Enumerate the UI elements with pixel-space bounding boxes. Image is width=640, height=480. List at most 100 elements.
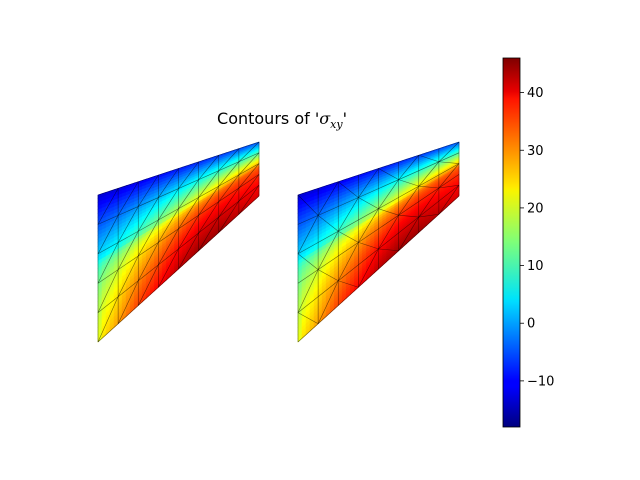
mesh-edge [297, 312, 319, 325]
mesh-edge [158, 208, 179, 243]
mesh-edge [137, 197, 159, 232]
mesh-edge [378, 208, 399, 216]
colorbar-tick-label: 30 [527, 144, 544, 159]
mesh-edge [238, 152, 260, 176]
colorbar-tick-label: 0 [527, 317, 535, 332]
colorbar-ticks: −10 0 10 20 30 40 [520, 86, 554, 389]
mesh-edge [418, 161, 440, 187]
mesh-edge [117, 231, 139, 270]
mesh-edge [438, 185, 460, 215]
mesh-edge [297, 253, 319, 270]
mesh-edge [137, 219, 159, 257]
colorbar-tick-label: −10 [527, 374, 554, 389]
mesh-edge [97, 269, 119, 313]
mesh-edge [398, 179, 419, 187]
colorbar-gradient [502, 57, 521, 428]
mesh-edge [297, 215, 319, 254]
colorbar-tick-label: 40 [527, 86, 544, 101]
title-symbol: σ [319, 109, 331, 128]
mesh-edge [418, 154, 439, 163]
mesh-edge [438, 161, 460, 164]
contour-panel-left [97, 141, 260, 343]
mesh-edge [438, 163, 460, 189]
mesh-edge [117, 206, 139, 243]
mesh-edge [358, 248, 379, 288]
mesh-edge [418, 187, 440, 218]
mesh-edge [97, 296, 119, 343]
mesh-edge [178, 161, 199, 189]
mesh-edge [378, 248, 399, 252]
mesh-edge [218, 200, 240, 233]
chart-title: Contours of 'σxy' [217, 109, 347, 131]
mesh-edge [117, 280, 139, 324]
mesh-edge [398, 214, 419, 218]
mesh-edge [198, 170, 219, 198]
mesh-edge [137, 174, 159, 207]
mesh-edge [338, 181, 359, 198]
mesh-edge [358, 168, 379, 198]
mesh-edge [238, 141, 260, 162]
mesh-edge [117, 181, 139, 216]
mesh-edge [398, 155, 419, 180]
mesh-edge [317, 231, 339, 270]
mesh-edge [178, 215, 199, 250]
colorbar: −10 0 10 20 30 40 [502, 57, 554, 428]
mesh-edge [337, 242, 359, 281]
mesh-edge [297, 195, 460, 343]
mesh-edge [317, 280, 339, 324]
mesh-edge [378, 179, 399, 209]
mesh-edge [238, 163, 260, 189]
mesh-edge [97, 242, 119, 284]
mesh-edge [198, 201, 220, 234]
mesh-edge [317, 181, 339, 216]
colorbar-tick-label: 10 [527, 259, 544, 274]
mesh-edge [117, 255, 139, 297]
mesh-edge [198, 216, 220, 251]
mesh-edge [297, 194, 319, 216]
mesh-edge [137, 242, 159, 281]
mesh-edge [358, 197, 379, 209]
title-prefix: Contours of ' [217, 109, 319, 128]
mesh-edge [198, 155, 219, 180]
mesh-edge [198, 185, 219, 216]
mesh-edge [338, 230, 359, 243]
mesh-edge [337, 197, 359, 232]
mesh-edge [438, 184, 460, 189]
title-suffix: ' [343, 109, 347, 128]
title-subscript: xy [330, 118, 343, 131]
mesh-edge [317, 215, 339, 232]
mesh-edge [218, 187, 240, 218]
mesh-edge [178, 179, 199, 209]
mesh-edge [297, 152, 460, 225]
mesh-edge [158, 188, 179, 221]
mesh-edge [97, 215, 119, 254]
mesh-edge [358, 208, 379, 243]
mesh-edge [398, 216, 420, 251]
mesh-edge [238, 185, 260, 215]
mesh-edge [317, 269, 339, 282]
mesh-edge [137, 264, 159, 306]
mesh-edge [378, 168, 399, 180]
mesh-edge [418, 185, 439, 189]
contour-panel-right [297, 141, 460, 343]
colorbar-tick-label: 20 [527, 201, 544, 216]
mesh-edge [398, 185, 419, 216]
mesh-edge [358, 242, 379, 250]
mesh-edge [158, 228, 179, 265]
mesh-edge [218, 161, 240, 187]
mesh-edge [97, 188, 119, 225]
mesh-edge [297, 174, 460, 284]
mesh-edge [218, 174, 240, 202]
mesh-edge [178, 197, 199, 229]
mesh-edge [297, 269, 319, 313]
mesh-edge [418, 213, 439, 218]
mesh-edge [378, 215, 399, 250]
mesh-edge [218, 148, 240, 171]
mesh-edge [158, 248, 179, 288]
mesh-edge [238, 174, 260, 202]
mesh-edge [178, 232, 199, 270]
mesh-edge [438, 141, 460, 162]
mesh-edge [158, 168, 179, 198]
mesh-edge [338, 280, 359, 288]
